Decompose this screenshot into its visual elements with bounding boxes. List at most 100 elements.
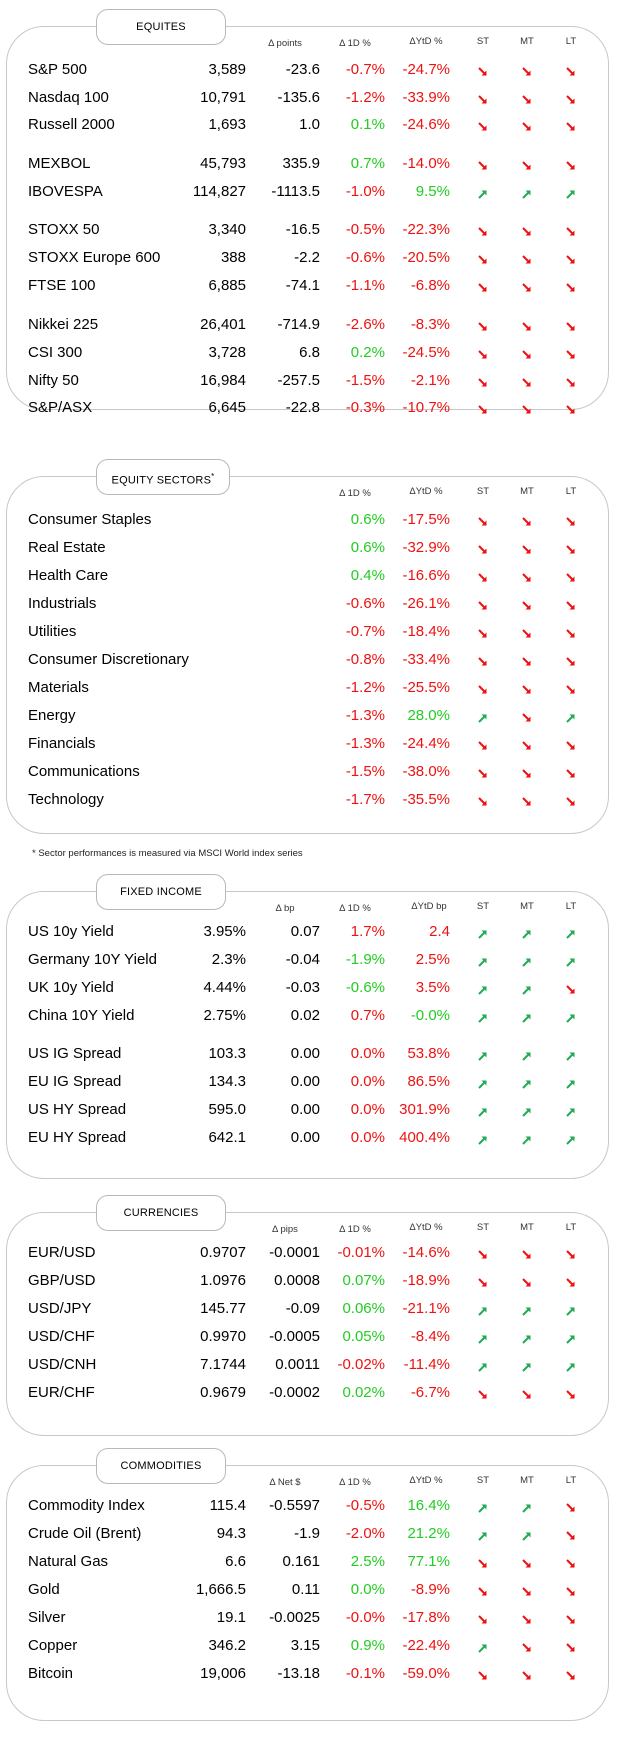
row-name: EUR/CHF — [28, 1384, 95, 1401]
row-name: Gold — [28, 1581, 60, 1598]
commodities-panel — [6, 1465, 609, 1721]
header-1d: Δ 1D % — [339, 1477, 371, 1488]
header-st: ST — [476, 901, 490, 912]
arrow-down-right-icon — [564, 223, 578, 237]
table-row: US 10y Yield 3.95% 0.07 1.7% 2.4 — [6, 920, 609, 944]
row-value: 642.1 — [208, 1129, 246, 1146]
arrow-down-right-icon — [520, 597, 534, 611]
commodities-title: COMMODITIES — [96, 1448, 226, 1484]
arrow-up-right-icon — [476, 1075, 490, 1089]
row-ytd-change: -17.5% — [402, 511, 450, 528]
row-1d-change: -1.3% — [345, 735, 385, 752]
arrow-down-right-icon — [564, 1555, 578, 1569]
row-ytd-change: -32.9% — [402, 539, 450, 556]
row-ytd-change: 9.5% — [415, 183, 450, 200]
row-value: 26,401 — [200, 316, 246, 333]
row-1d-change: -1.3% — [345, 707, 385, 724]
row-delta: 0.0008 — [274, 1272, 320, 1289]
row-1d-change: 0.6% — [350, 539, 385, 556]
row-1d-change: -1.2% — [345, 679, 385, 696]
row-ytd-change: -22.3% — [402, 221, 450, 238]
row-delta: -23.6 — [285, 61, 320, 78]
table-row: Communications -1.5% -38.0% — [6, 760, 609, 784]
table-row: GBP/USD 1.0976 0.0008 0.07% -18.9% — [6, 1269, 609, 1293]
header-mt: MT — [520, 1475, 534, 1486]
arrow-down-right-icon — [520, 793, 534, 807]
row-delta: -22.8 — [285, 399, 320, 416]
row-1d-change: -0.6% — [345, 595, 385, 612]
row-delta: 0.07 — [290, 923, 320, 940]
row-delta: -13.18 — [277, 1665, 320, 1682]
row-delta: -0.0005 — [269, 1328, 320, 1345]
header-st: ST — [476, 1222, 490, 1233]
row-ytd-change: -24.6% — [402, 116, 450, 133]
row-ytd-change: -2.1% — [410, 372, 450, 389]
row-value: 1,666.5 — [195, 1581, 246, 1598]
row-ytd-change: -20.5% — [402, 249, 450, 266]
row-name: CSI 300 — [28, 344, 83, 361]
row-value: 145.77 — [200, 1300, 246, 1317]
row-ytd-change: -8.9% — [410, 1581, 450, 1598]
row-1d-change: -1.9% — [345, 951, 385, 968]
row-ytd-change: -33.9% — [402, 89, 450, 106]
row-delta: -16.5 — [285, 221, 320, 238]
table-row: Technology -1.7% -35.5% — [6, 788, 609, 812]
table-row: EU IG Spread 134.3 0.00 0.0% 86.5% — [6, 1070, 609, 1094]
table-row: Bitcoin 19,006 -13.18 -0.1% -59.0% — [6, 1662, 609, 1686]
row-delta: -714.9 — [277, 316, 320, 333]
arrow-down-right-icon — [564, 374, 578, 388]
arrow-down-right-icon — [476, 223, 490, 237]
arrow-up-right-icon — [476, 1131, 490, 1145]
row-delta: -0.0025 — [269, 1609, 320, 1626]
row-1d-change: 0.0% — [350, 1045, 385, 1062]
arrow-down-right-icon — [564, 1499, 578, 1513]
row-name: Germany 10Y Yield — [28, 951, 157, 968]
arrow-up-right-icon — [476, 1330, 490, 1344]
row-delta: 6.8 — [299, 344, 320, 361]
row-1d-change: 0.4% — [350, 567, 385, 584]
row-name: Technology — [28, 791, 104, 808]
header-mt: MT — [520, 486, 534, 497]
row-ytd-change: -8.4% — [410, 1328, 450, 1345]
header-ytd: ΔYtD % — [409, 486, 443, 497]
arrow-up-right-icon — [476, 1047, 490, 1061]
arrow-up-right-icon — [564, 1103, 578, 1117]
row-name: Natural Gas — [28, 1553, 109, 1570]
row-value: 19,006 — [200, 1665, 246, 1682]
arrow-down-right-icon — [520, 1639, 534, 1653]
arrow-up-right-icon — [476, 709, 490, 723]
row-value: 6,645 — [208, 399, 246, 416]
table-row: UK 10y Yield 4.44% -0.03 -0.6% 3.5% — [6, 976, 609, 1000]
arrow-down-right-icon — [476, 374, 490, 388]
row-delta: -74.1 — [285, 277, 320, 294]
fixed-income-title: FIXED INCOME — [96, 874, 226, 910]
arrow-down-right-icon — [564, 625, 578, 639]
row-1d-change: 0.1% — [350, 116, 385, 133]
arrow-down-right-icon — [564, 569, 578, 583]
row-name: S&P/ASX — [28, 399, 93, 416]
row-1d-change: -1.2% — [345, 89, 385, 106]
arrow-down-right-icon — [520, 681, 534, 695]
arrow-up-right-icon — [476, 1527, 490, 1541]
row-1d-change: 0.07% — [342, 1272, 385, 1289]
arrow-up-right-icon — [476, 925, 490, 939]
row-ytd-change: 2.5% — [415, 951, 450, 968]
arrow-down-right-icon — [564, 1639, 578, 1653]
arrow-down-right-icon — [520, 569, 534, 583]
row-name: Consumer Staples — [28, 511, 152, 528]
table-row: CSI 300 3,728 6.8 0.2% -24.5% — [6, 341, 609, 365]
arrow-down-right-icon — [520, 63, 534, 77]
row-1d-change: -0.02% — [337, 1356, 385, 1373]
row-ytd-change: -25.5% — [402, 679, 450, 696]
arrow-down-right-icon — [564, 681, 578, 695]
row-name: STOXX 50 — [28, 221, 100, 238]
arrow-down-right-icon — [476, 401, 490, 415]
arrow-down-right-icon — [476, 681, 490, 695]
arrow-down-right-icon — [476, 1555, 490, 1569]
arrow-down-right-icon — [476, 653, 490, 667]
row-delta: -2.2 — [294, 249, 320, 266]
header-lt: LT — [565, 1475, 577, 1486]
row-ytd-change: 86.5% — [407, 1073, 450, 1090]
arrow-up-right-icon — [476, 1639, 490, 1653]
row-name: Energy — [28, 707, 76, 724]
